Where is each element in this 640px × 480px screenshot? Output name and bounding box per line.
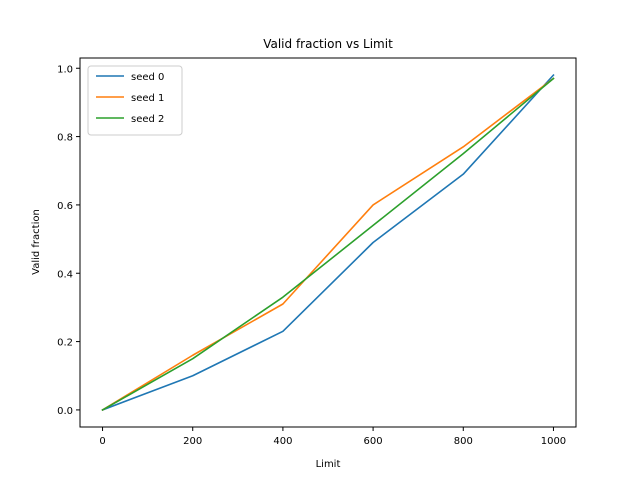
chart-title: Valid fraction vs Limit — [263, 37, 393, 51]
y-tick-label: 0.2 — [57, 338, 73, 349]
series-line-1 — [101, 77, 555, 412]
x-axis-label: Limit — [316, 459, 341, 470]
plot-area — [101, 73, 555, 412]
x-tick-label: 0 — [99, 436, 105, 447]
series-line-0 — [101, 73, 555, 411]
x-tick-label: 1000 — [541, 436, 566, 447]
y-tick-label: 0.0 — [57, 406, 73, 417]
y-tick-label: 1.0 — [57, 64, 73, 75]
y-tick-label: 0.6 — [57, 201, 73, 212]
series-line-2 — [101, 77, 555, 412]
x-tick-label: 200 — [183, 436, 202, 447]
legend-label-1: seed 1 — [131, 93, 164, 104]
x-tick-label: 400 — [273, 436, 292, 447]
legend: seed 0 seed 1 seed 2 — [87, 65, 183, 136]
x-tick-label: 800 — [454, 436, 473, 447]
x-tick-label: 600 — [364, 436, 383, 447]
plot-frame — [79, 57, 577, 428]
y-tick-label: 0.4 — [57, 269, 73, 280]
y-tick-label: 0.8 — [57, 133, 73, 144]
legend-label-0: seed 0 — [131, 72, 164, 83]
legend-label-2: seed 2 — [131, 114, 164, 125]
y-axis-label: Valid fraction — [31, 209, 42, 275]
